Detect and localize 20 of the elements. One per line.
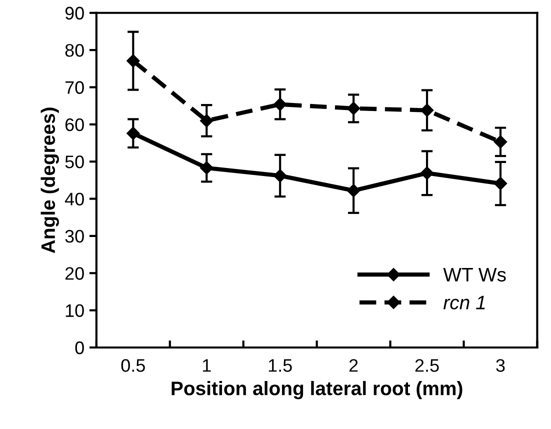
y-axis-title: Angle (degrees): [40, 108, 59, 254]
y-tick-label: 70: [65, 81, 84, 94]
y-tick-label: 40: [64, 192, 84, 206]
y-tick-label: 60: [65, 118, 84, 132]
y-tick-label: 80: [65, 44, 84, 57]
y-tick-label: 50: [65, 156, 84, 168]
x-tick-label: 1.5: [268, 359, 292, 372]
x-axis-title: Position along lateral root (mm): [172, 380, 462, 400]
y-tick-label: 10: [66, 304, 84, 318]
y-tick-label: 90: [65, 6, 84, 20]
y-tick-label: 30: [65, 230, 84, 243]
y-tick-label: 0: [75, 341, 84, 354]
x-tick-label: 3: [496, 359, 505, 372]
x-tick-label: 0.5: [121, 359, 145, 372]
x-tick-label: 2.5: [415, 359, 439, 372]
x-tick-label: 1: [202, 359, 211, 372]
y-tick-label: 20: [65, 267, 84, 280]
x-tick-label: 2: [349, 359, 358, 372]
legend-label: WT Ws: [443, 268, 506, 282]
legend-label: rcn 1: [443, 296, 485, 310]
